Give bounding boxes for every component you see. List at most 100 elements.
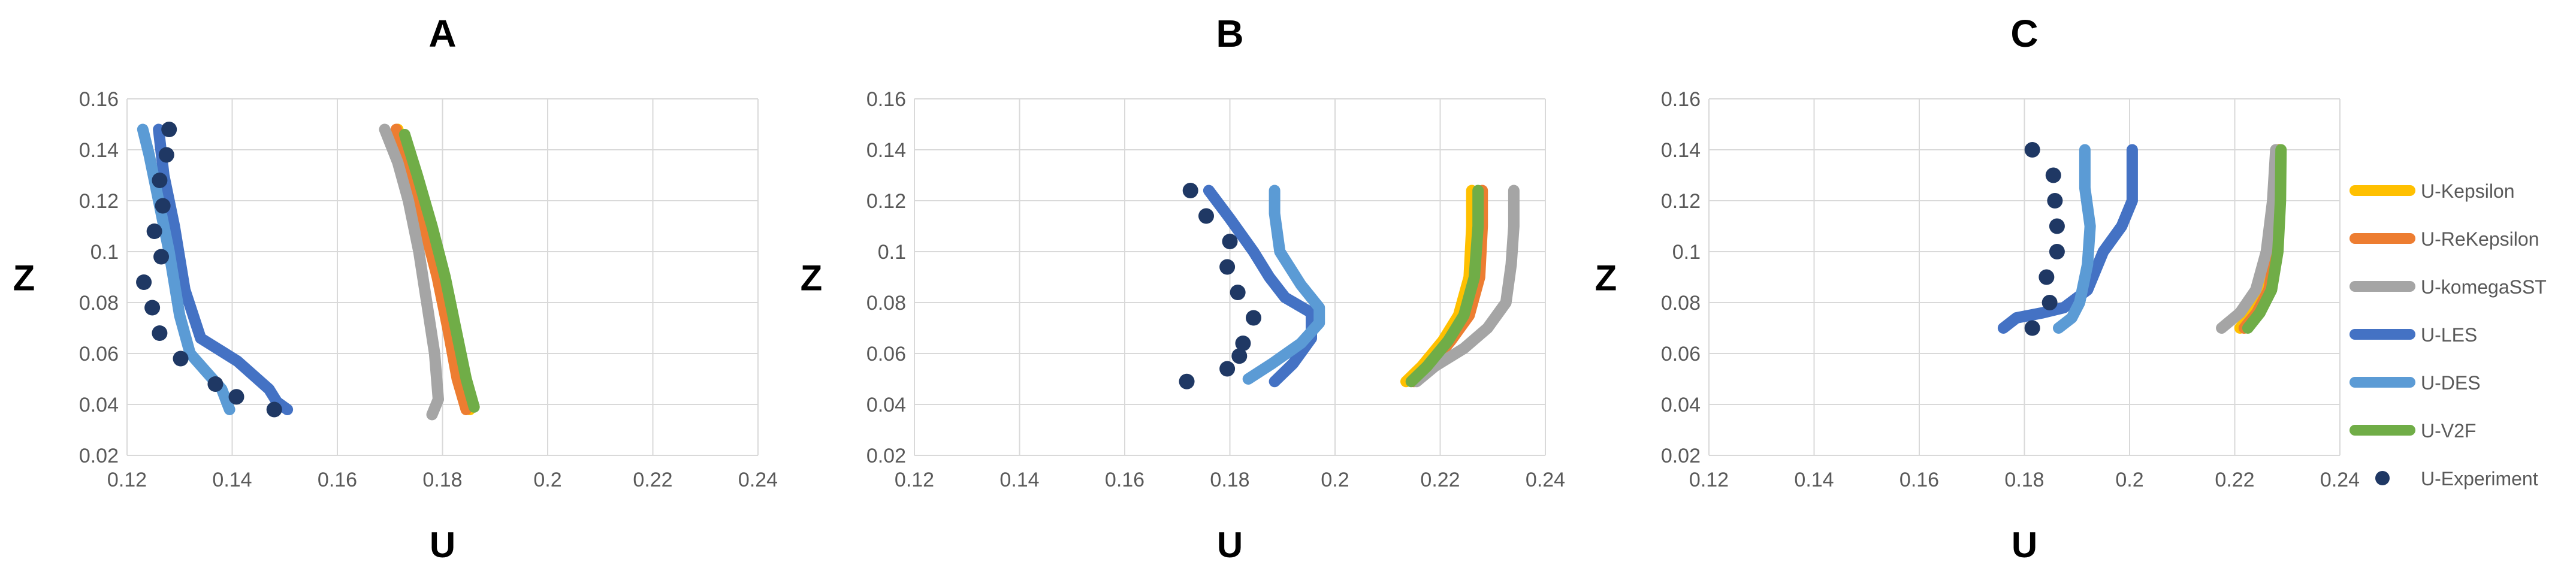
experiment-point — [228, 389, 244, 405]
chart-title: B — [1216, 12, 1243, 55]
x-tick-label: 0.12 — [1689, 469, 1729, 491]
x-tick-label: 0.22 — [2215, 469, 2254, 491]
experiment-point — [152, 173, 168, 188]
experiment-point — [2049, 244, 2065, 259]
series-line-u-v2f — [398, 129, 480, 413]
chart-panel-b: 0.02 0.04 0.06 0.08 0.1 0.12 0.14 0.16 0.12 0.14 0… — [801, 12, 1565, 565]
legend-label: U-Experiment — [2421, 468, 2538, 490]
x-axis-title: U — [1217, 525, 1243, 565]
x-tick-label: 0.14 — [212, 469, 252, 491]
experiment-point — [161, 122, 177, 137]
x-tick-label: 0.24 — [738, 469, 778, 491]
y-tick-label: 0.14 — [79, 139, 119, 162]
experiment-point — [1222, 234, 1238, 249]
series-line-u-les — [1203, 185, 1317, 388]
y-tick-label: 0.16 — [866, 88, 906, 111]
experiment-point — [1182, 183, 1198, 198]
x-axis-title: U — [2012, 525, 2037, 565]
x-tick-label: 0.14 — [1794, 469, 1834, 491]
y-tick-label: 0.02 — [79, 445, 119, 467]
experiment-point — [152, 325, 168, 341]
experiment-point — [1235, 336, 1251, 351]
x-tick-label: 0.24 — [2320, 469, 2360, 491]
y-tick-label: 0.02 — [1661, 445, 1701, 467]
chart-title: C — [2010, 12, 2038, 55]
experiment-point — [1219, 361, 1236, 377]
x-tick-label: 0.22 — [1420, 469, 1460, 491]
y-tick-label: 0.08 — [866, 292, 906, 315]
legend-label: U-LES — [2421, 324, 2477, 346]
y-axis-title: Z — [1595, 258, 1617, 298]
x-tick-label: 0.12 — [107, 469, 147, 491]
x-tick-label: 0.16 — [318, 469, 357, 491]
x-tick-label: 0.14 — [999, 469, 1039, 491]
experiment-point — [1230, 285, 1246, 300]
y-tick-label: 0.06 — [79, 343, 119, 365]
series-line-u-komegasst — [379, 123, 444, 421]
x-tick-label: 0.2 — [533, 469, 561, 491]
y-tick-label: 0.06 — [866, 343, 906, 365]
y-tick-label: 0.04 — [866, 394, 906, 416]
experiment-point — [2045, 167, 2061, 183]
y-axis-title: Z — [13, 258, 35, 298]
y-tick-label: 0.08 — [79, 292, 119, 315]
chart-panels: 0.02 0.04 0.06 0.08 0.1 0.12 0.14 0.16 0.12 0.14 0… — [13, 12, 2360, 565]
experiment-point — [2047, 193, 2063, 209]
experiment-point — [153, 249, 170, 265]
chart-panel-c: 0.02 0.04 0.06 0.08 0.1 0.12 0.14 0.16 0.12 0.14 0… — [1595, 12, 2360, 565]
x-tick-label: 0.16 — [1105, 469, 1144, 491]
legend-swatch-u-experiment — [2375, 471, 2390, 485]
series-line-u-komegasst — [2216, 144, 2282, 334]
y-tick-label: 0.12 — [866, 190, 906, 213]
legend-label: U-komegaSST — [2421, 276, 2547, 298]
x-tick-label: 0.22 — [633, 469, 672, 491]
series-line-u-komegasst — [1411, 185, 1520, 388]
y-tick-label: 0.12 — [1661, 190, 1701, 213]
x-tick-label: 0.24 — [1526, 469, 1565, 491]
series-line-u-des — [1242, 185, 1325, 385]
experiment-point — [146, 223, 162, 239]
y-axis-title: Z — [801, 258, 823, 298]
series-line-u-les — [153, 123, 294, 415]
y-tick-label: 0.06 — [1661, 343, 1701, 365]
experiment-point — [1179, 373, 1195, 389]
x-tick-label: 0.12 — [895, 469, 934, 491]
legend-label: U-V2F — [2421, 420, 2476, 442]
y-tick-label: 0.1 — [1672, 241, 1701, 264]
series-line-u-rekepsilon — [390, 123, 472, 415]
legend-label: U-ReKepsilon — [2421, 228, 2539, 250]
series-line-u-des — [2053, 144, 2096, 334]
y-tick-label: 0.02 — [866, 445, 906, 467]
x-tick-label: 0.18 — [1210, 469, 1249, 491]
experiment-point — [207, 376, 224, 392]
legend-label: U-DES — [2421, 372, 2481, 394]
series-line-u-v2f — [2242, 144, 2287, 334]
y-tick-label: 0.14 — [866, 139, 906, 162]
y-tick-label: 0.16 — [79, 88, 119, 111]
y-tick-label: 0.1 — [90, 241, 119, 264]
legend-label: U-Kepsilon — [2421, 180, 2515, 202]
chart-panel-a: 0.02 0.04 0.06 0.08 0.1 0.12 0.14 0.16 0.12 0.14 0… — [13, 12, 778, 565]
experiment-point — [173, 351, 189, 367]
y-tick-label: 0.04 — [79, 394, 119, 416]
series-line-u-les — [1997, 144, 2138, 334]
experiment-point — [2039, 269, 2055, 285]
experiment-point — [1245, 310, 1261, 326]
experiment-point — [158, 147, 174, 163]
experiment-point — [1231, 348, 1248, 364]
experiment-point — [155, 198, 171, 214]
x-tick-label: 0.2 — [1321, 469, 1349, 491]
experiment-point — [1219, 259, 1236, 275]
experiment-point — [2024, 142, 2040, 158]
y-tick-label: 0.04 — [1661, 394, 1701, 416]
experiment-point — [2024, 320, 2040, 336]
experiment-point — [1198, 208, 1215, 224]
x-tick-label: 0.2 — [2115, 469, 2143, 491]
x-axis-title: U — [430, 525, 455, 565]
y-tick-label: 0.16 — [1661, 88, 1701, 111]
y-tick-label: 0.14 — [1661, 139, 1701, 162]
y-tick-label: 0.08 — [1661, 292, 1701, 315]
series-line-u-v2f — [1405, 185, 1484, 388]
experiment-point — [144, 300, 161, 316]
experiment-point — [266, 401, 282, 418]
